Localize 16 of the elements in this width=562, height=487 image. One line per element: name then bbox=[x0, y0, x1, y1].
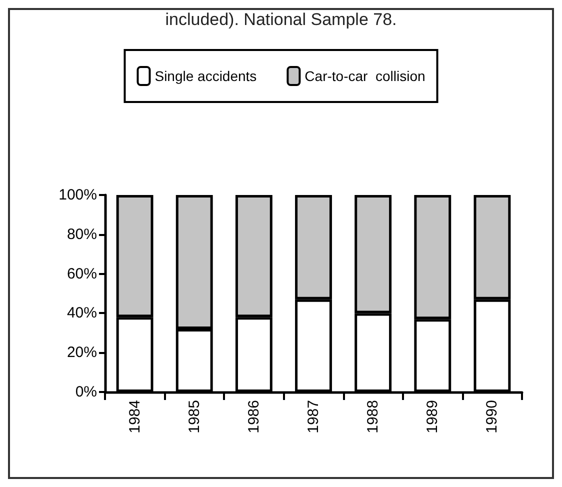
y-tick-label: 60% bbox=[66, 265, 97, 282]
legend-label: Car-to-car collision bbox=[304, 68, 426, 84]
y-tick-label: 0% bbox=[75, 384, 97, 400]
x-tick-label: 1987 bbox=[305, 400, 322, 434]
y-tick-label: 20% bbox=[66, 344, 97, 362]
y-tick-label: 40% bbox=[66, 304, 97, 322]
y-tick-label: 100% bbox=[58, 186, 97, 204]
x-tick-label: 1990 bbox=[484, 400, 501, 434]
legend-label: Single accidents bbox=[154, 68, 257, 84]
x-tick-label: 1989 bbox=[424, 400, 442, 434]
chart-title: included). National Sample 78. bbox=[165, 10, 397, 29]
x-tick-label: 1984 bbox=[126, 400, 144, 434]
x-tick-label: 1985 bbox=[186, 400, 203, 434]
x-tick-label: 1988 bbox=[364, 400, 382, 434]
x-tick-label: 1986 bbox=[245, 400, 262, 434]
y-tick-label: 80% bbox=[66, 226, 97, 243]
